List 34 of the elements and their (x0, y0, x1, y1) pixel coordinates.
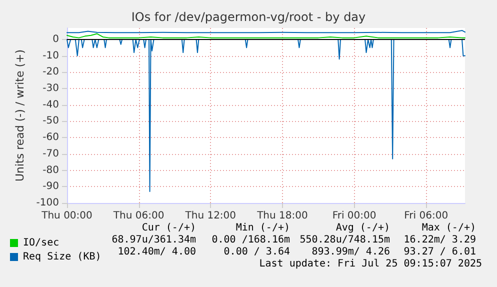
y-axis-title: Units read (-) / write (+) (13, 49, 26, 182)
text: Max (-/+) (422, 222, 476, 234)
x-tick-label: Fri 00:00 (332, 210, 376, 222)
text: Min (-/+) (236, 222, 290, 234)
x-tick-label: Thu 12:00 (184, 210, 236, 222)
text: Last update: Fri Jul 25 09:15:07 2025 (259, 258, 482, 270)
text: 0.00 / 3.64 (224, 246, 290, 258)
text: Cur (-/+) (142, 222, 196, 234)
x-tick-label: Thu 18:00 (256, 210, 308, 222)
y-tick-label: -30 (42, 83, 59, 94)
y-tick-label: -90 (42, 181, 59, 192)
y-tick-label: -60 (42, 132, 59, 144)
text: 102.40m/ 4.00 (118, 246, 196, 258)
y-tick-label: 0 (52, 34, 59, 45)
y-tick-label: -40 (42, 99, 59, 110)
y-tick-label: -80 (42, 164, 59, 176)
y-tick-label: -10 (42, 50, 59, 62)
text: Avg (-/+) (336, 222, 390, 234)
text: 93.27 / 6.01 (404, 246, 476, 258)
legend-label: IO/sec (23, 238, 60, 248)
text: 68.97u/361.34m (112, 234, 196, 246)
x-tick-label: Fri 06:00 (404, 210, 448, 222)
text: 0.00 /168.16m (212, 234, 290, 246)
text: 893.99m/ 4.26 (312, 246, 390, 258)
legend-label: Req Size (KB) (23, 252, 102, 262)
chart-title: IOs for /dev/pagermon-vg/root - by day (131, 10, 366, 24)
x-tick-label: Thu 00:00 (40, 210, 92, 222)
text: 550.28u/748.15m (300, 234, 390, 246)
y-tick-label: -20 (42, 66, 59, 78)
y-tick-label: -50 (42, 116, 59, 127)
x-tick-label: Thu 06:00 (112, 210, 164, 222)
y-tick-label: -70 (42, 148, 59, 160)
text: 16.22m/ 3.29 (404, 234, 476, 246)
y-tick-label: -100 (36, 198, 59, 208)
